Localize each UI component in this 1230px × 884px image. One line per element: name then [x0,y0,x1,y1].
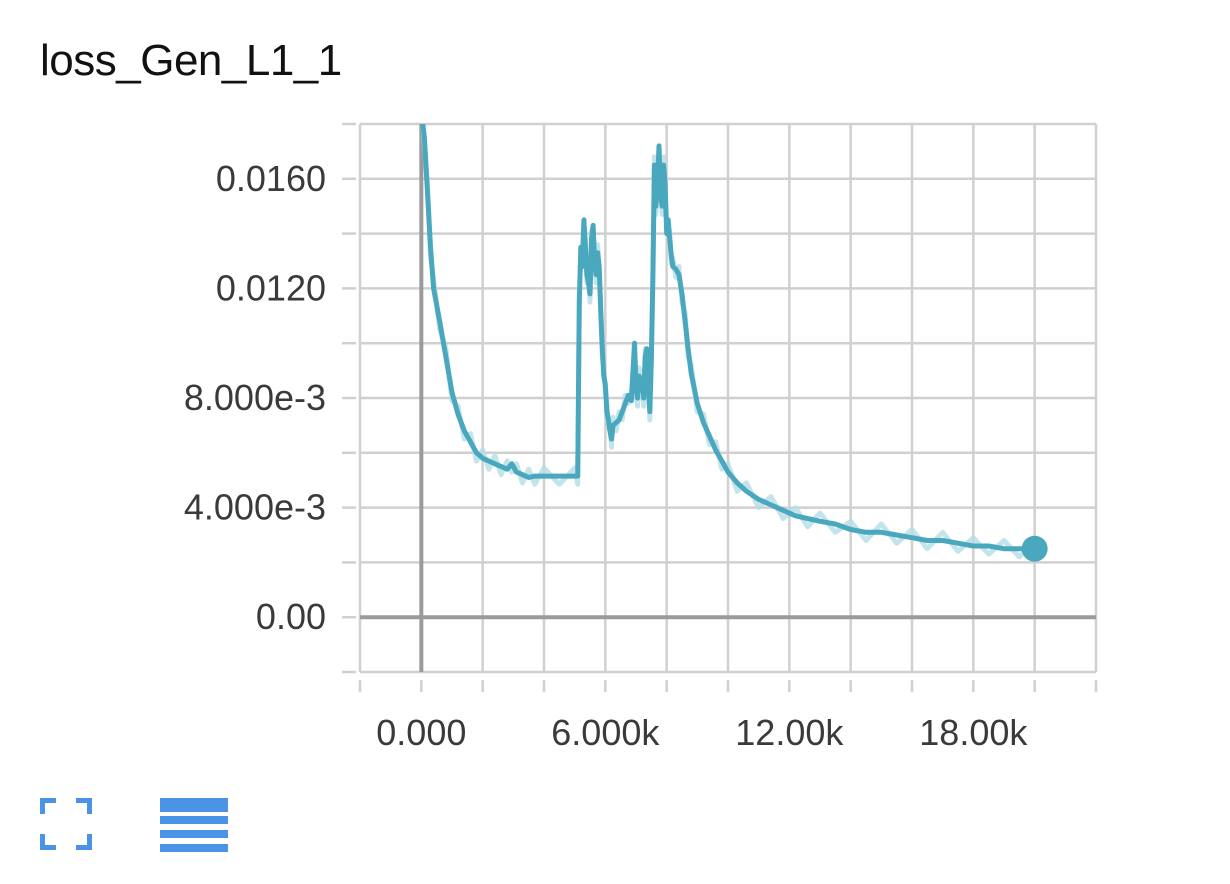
line-chart: 0.00 4.000e-3 8.000e-3 0.0120 0.0160 0.000 6.0… [184,122,1098,753]
series-line [420,124,1038,552]
x-tick-label: 18.00k [919,712,1028,753]
y-tick-label: 0.00 [256,596,326,637]
y-tick-label: 8.000e-3 [184,377,326,418]
y-tick-label: 0.0160 [216,158,326,199]
x-tick-label: 6.000k [551,712,660,753]
chart-axes [360,124,1096,672]
series-raw-line [420,124,1037,560]
last-point-marker [1021,535,1048,562]
expand-icon[interactable] [39,797,93,851]
x-tick-label: 0.000 [376,712,466,753]
y-tick-label: 0.0120 [216,267,326,308]
y-tick-label: 4.000e-3 [184,487,326,528]
card-toolbar [39,797,240,860]
data-table-icon[interactable] [160,798,228,860]
chart-tick-labels: 0.00 4.000e-3 8.000e-3 0.0120 0.0160 0.000 6.0… [184,158,1028,753]
chart-title: loss_Gen_L1_1 [40,36,342,85]
x-tick-label: 12.00k [735,712,844,753]
chart-series [420,124,1048,562]
